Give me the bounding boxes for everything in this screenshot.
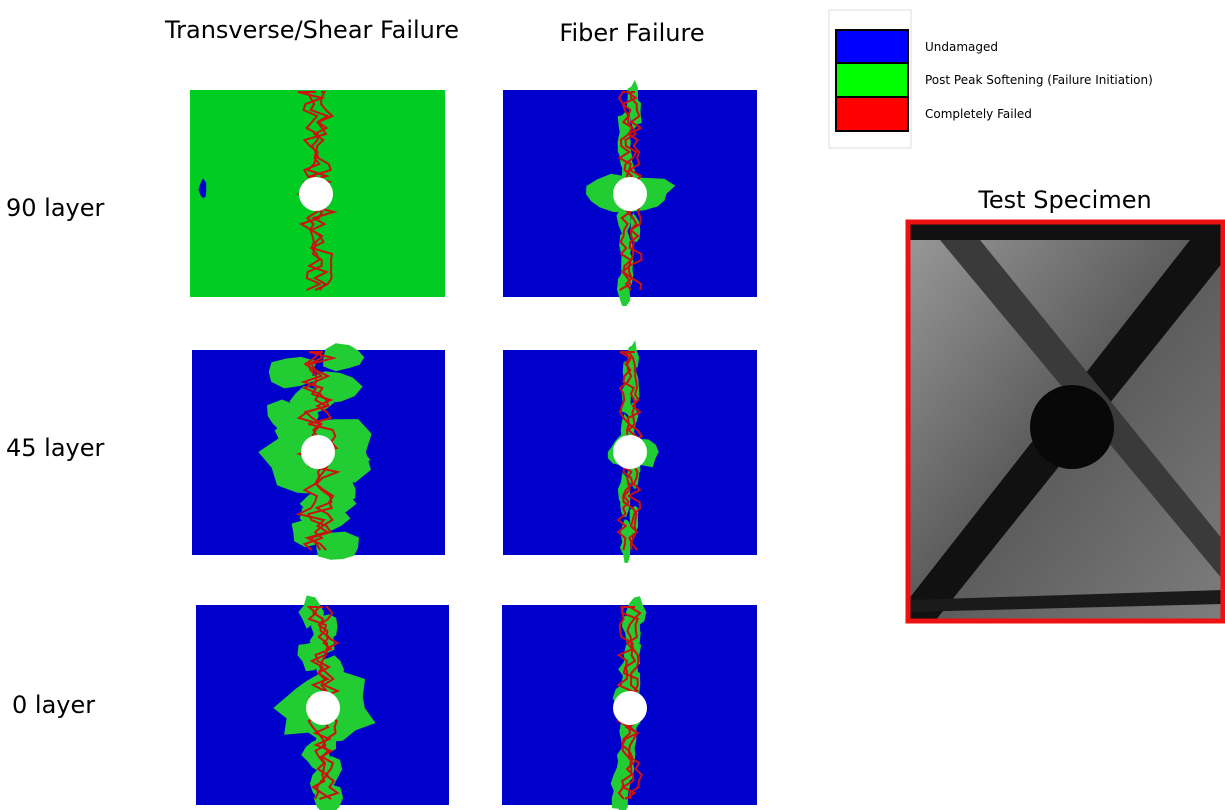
legend: Undamaged Post Peak Softening (Failure I… <box>829 10 1153 148</box>
specimen-band <box>908 222 1223 240</box>
damage-panels <box>190 80 757 810</box>
hole <box>613 177 647 211</box>
hole <box>613 691 647 725</box>
hole <box>301 435 335 469</box>
legend-swatch <box>836 30 908 63</box>
hole <box>306 691 340 725</box>
legend-swatch <box>836 63 908 97</box>
legend-label: Post Peak Softening (Failure Initiation) <box>925 73 1153 87</box>
column-title: Fiber Failure <box>559 19 704 47</box>
hole <box>613 435 647 469</box>
row-label: 0 layer <box>12 691 95 719</box>
specimen-hole <box>1030 385 1114 469</box>
hole <box>299 177 333 211</box>
legend-label: Undamaged <box>925 40 998 54</box>
row-label: 45 layer <box>6 434 105 462</box>
specimen-image <box>908 222 1223 621</box>
specimen-title: Test Specimen <box>977 186 1151 214</box>
legend-label: Completely Failed <box>925 107 1032 121</box>
figure: Transverse/Shear Failure Fiber Failure 9… <box>0 0 1225 810</box>
row-label: 90 layer <box>6 194 105 222</box>
column-title: Transverse/Shear Failure <box>164 16 459 44</box>
legend-swatch <box>836 97 908 131</box>
